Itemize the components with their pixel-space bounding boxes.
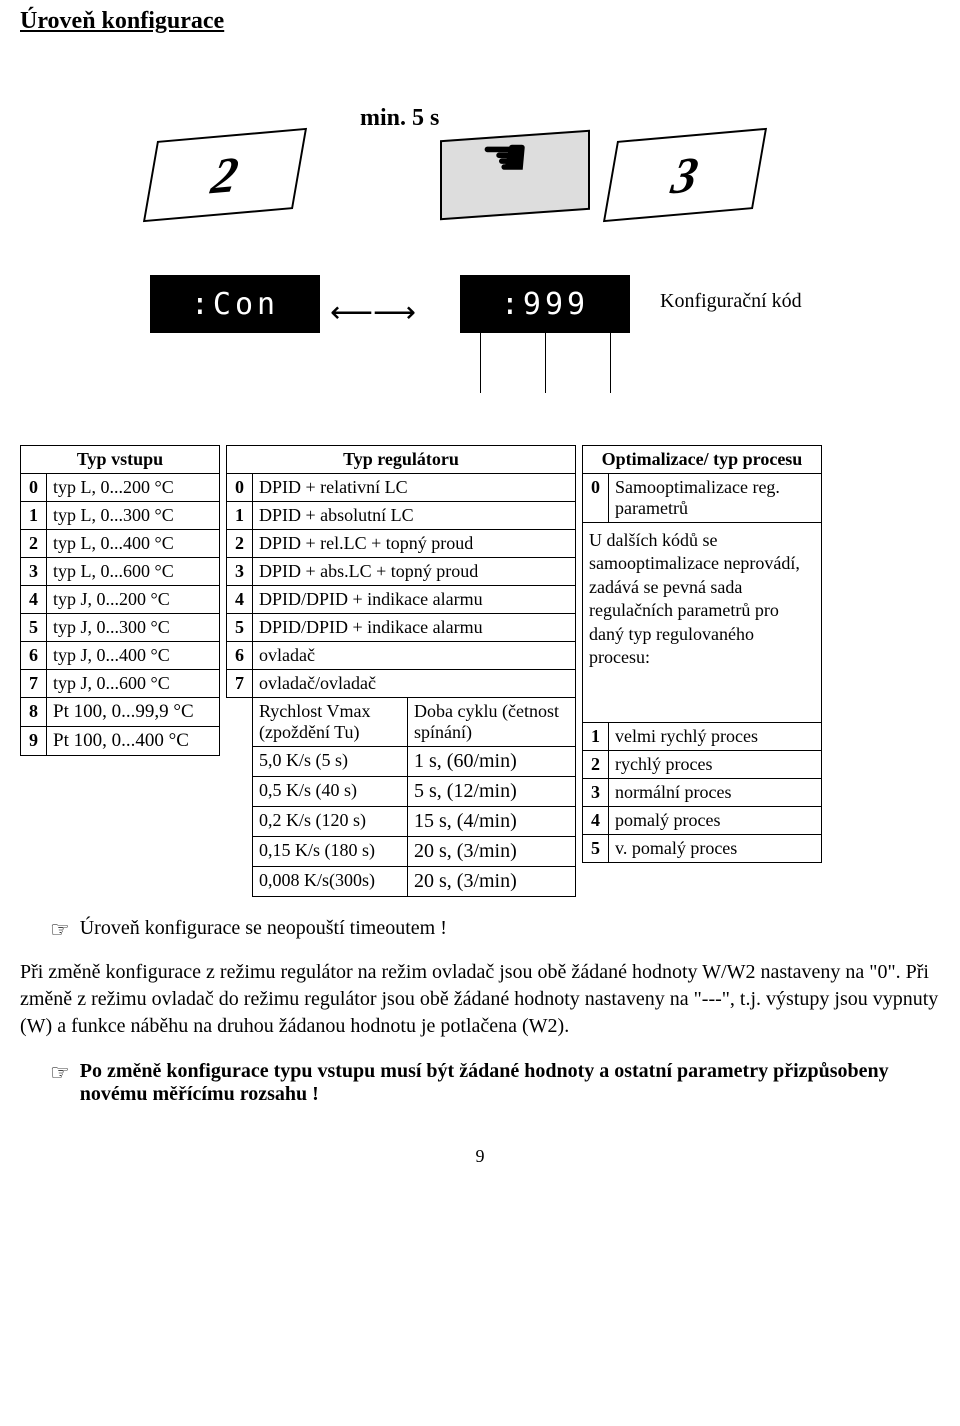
min5s-label: min. 5 s bbox=[360, 105, 439, 132]
table-row: 0DPID + relativní LC bbox=[227, 474, 576, 502]
display-left: :Con bbox=[150, 275, 320, 333]
hand-icon: ☚ bbox=[480, 125, 529, 189]
config-code-label: Konfigurační kód bbox=[660, 290, 802, 313]
table-row: 6typ J, 0...400 °C bbox=[21, 642, 220, 670]
page-title: Úroveň konfigurace bbox=[20, 8, 940, 35]
table-row: 2rychlý proces bbox=[583, 751, 822, 779]
table-row: 4typ J, 0...200 °C bbox=[21, 586, 220, 614]
note-timeout: Úroveň konfigurace se neopouští timeoute… bbox=[80, 917, 447, 940]
table-row: 1velmi rychlý proces bbox=[583, 723, 822, 751]
table-row: U dalších kódů se samooptimalizace nepro… bbox=[583, 523, 822, 723]
table-row: 8Pt 100, 0...99,9 °C bbox=[21, 698, 220, 727]
table-row: 6ovladač bbox=[227, 642, 576, 670]
table-row: Rychlost Vmax (zpoždění Tu) Doba cyklu (… bbox=[227, 698, 576, 747]
table-row: 0typ L, 0...200 °C bbox=[21, 474, 220, 502]
table-row: 1typ L, 0...300 °C bbox=[21, 502, 220, 530]
config-diagram: 2 min. 5 s ☚ 3 :Con ⟵⟶ :999 Konfigurační… bbox=[20, 55, 940, 415]
table-row: 2typ L, 0...400 °C bbox=[21, 530, 220, 558]
table-row: 5DPID/DPID + indikace alarmu bbox=[227, 614, 576, 642]
table-row: 9Pt 100, 0...400 °C bbox=[21, 727, 220, 756]
button-tile-2: 2 bbox=[143, 128, 307, 222]
button-tile-3: 3 bbox=[603, 128, 767, 222]
t2-header: Typ regulátoru bbox=[227, 446, 576, 474]
bidir-arrow-icon: ⟵⟶ bbox=[330, 295, 416, 330]
page-number: 9 bbox=[20, 1146, 940, 1167]
table-row: 4DPID/DPID + indikace alarmu bbox=[227, 586, 576, 614]
t3-header: Optimalizace/ typ procesu bbox=[583, 446, 822, 474]
table-row: 3normální proces bbox=[583, 779, 822, 807]
table-row: 0,5 K/s (40 s)5 s, (12/min) bbox=[227, 777, 576, 807]
table-row: 4pomalý proces bbox=[583, 807, 822, 835]
table-row: 2DPID + rel.LC + topný proud bbox=[227, 530, 576, 558]
t1-header: Typ vstupu bbox=[21, 446, 220, 474]
table-row: 7ovladač/ovladač bbox=[227, 670, 576, 698]
note-input-change: Po změně konfigurace typu vstupu musí bý… bbox=[80, 1060, 940, 1106]
pointing-hand-icon: ☞ bbox=[50, 1060, 70, 1086]
table-optim-process: Optimalizace/ typ procesu 0Samooptimaliz… bbox=[582, 445, 822, 863]
table-row: 5,0 K/s (5 s)1 s, (60/min) bbox=[227, 747, 576, 777]
table-input-type: Typ vstupu 0typ L, 0...200 °C 1typ L, 0.… bbox=[20, 445, 220, 756]
display-right: :999 bbox=[460, 275, 630, 333]
table-regulator-type: Typ regulátoru 0DPID + relativní LC 1DPI… bbox=[226, 445, 576, 897]
table-row: 3typ L, 0...600 °C bbox=[21, 558, 220, 586]
table-row: 0,008 K/s(300s)20 s, (3/min) bbox=[227, 867, 576, 897]
table-row: 0,15 K/s (180 s)20 s, (3/min) bbox=[227, 837, 576, 867]
table-row: 5v. pomalý proces bbox=[583, 835, 822, 863]
table-row: 7typ J, 0...600 °C bbox=[21, 670, 220, 698]
paragraph-config-change: Při změně konfigurace z režimu regulátor… bbox=[20, 959, 940, 1040]
pointing-hand-icon: ☞ bbox=[50, 917, 70, 943]
table-row: 0,2 K/s (120 s)15 s, (4/min) bbox=[227, 807, 576, 837]
table-row: 5typ J, 0...300 °C bbox=[21, 614, 220, 642]
table-row: 3DPID + abs.LC + topný proud bbox=[227, 558, 576, 586]
table-row: 1DPID + absolutní LC bbox=[227, 502, 576, 530]
table-row: 0Samooptimalizace reg. parametrů bbox=[583, 474, 822, 523]
